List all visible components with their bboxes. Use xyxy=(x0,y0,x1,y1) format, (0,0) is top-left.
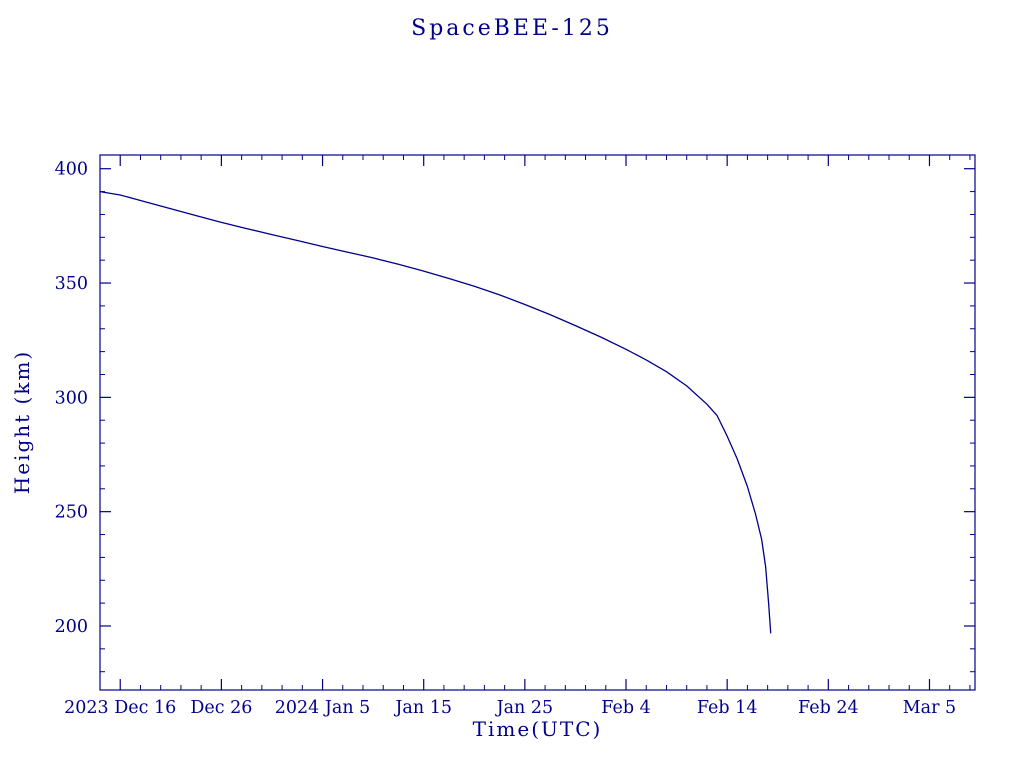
y-tick-label: 200 xyxy=(55,617,88,637)
y-tick-label: 400 xyxy=(55,160,88,180)
x-tick-label: Jan 25 xyxy=(495,698,554,718)
x-axis-label: Time(UTC) xyxy=(472,717,603,741)
x-tick-label: 2024 Jan 5 xyxy=(275,698,371,718)
x-tick-label: Dec 26 xyxy=(190,698,252,718)
x-tick-label: Jan 15 xyxy=(393,698,452,718)
plot-frame xyxy=(99,154,976,691)
chart-title: SpaceBEE-125 xyxy=(411,16,613,41)
y-tick-label: 300 xyxy=(55,388,88,408)
x-tick-label: Feb 14 xyxy=(697,698,758,718)
x-tick-label: Feb 4 xyxy=(601,698,650,718)
y-tick-label: 350 xyxy=(55,274,88,294)
x-tick-label: Feb 24 xyxy=(798,698,859,718)
x-tick-label: Mar 5 xyxy=(903,698,956,718)
y-tick-label: 250 xyxy=(55,503,88,523)
x-tick-label: 2023 Dec 16 xyxy=(64,698,176,718)
height-curve xyxy=(99,190,772,634)
